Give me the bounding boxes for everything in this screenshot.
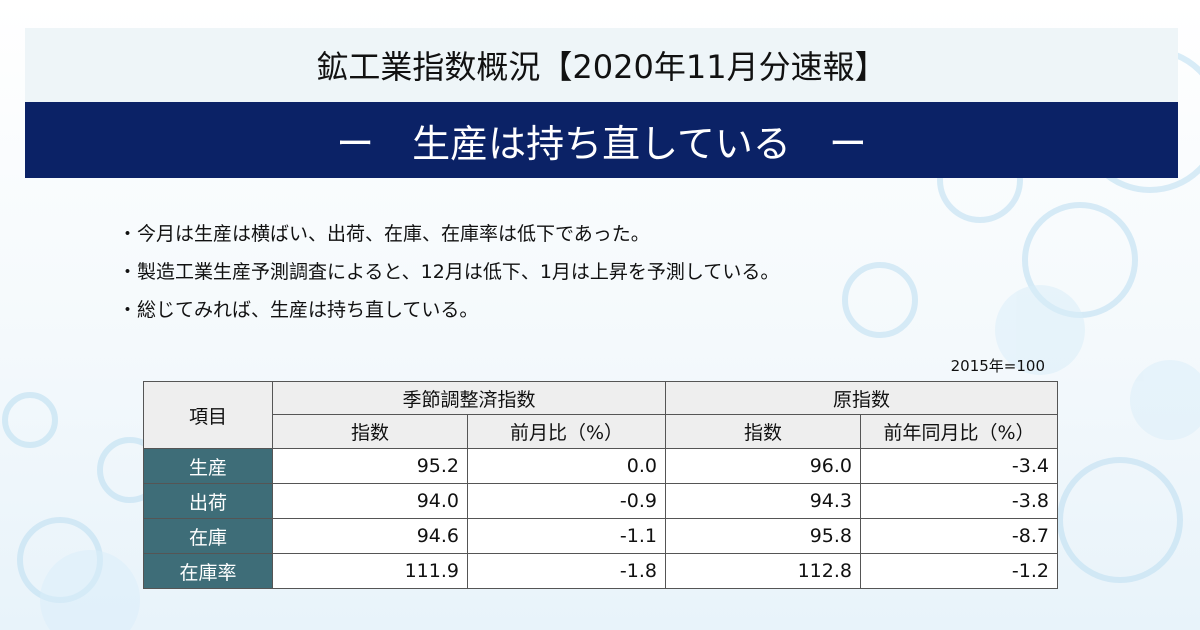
- column-header: 前年同月比（%）: [860, 414, 1058, 449]
- table-row: 在庫率 111.9 -1.8 112.8 -1.2: [143, 553, 1058, 589]
- title: 鉱工業指数概況【2020年11月分速報】: [25, 28, 1178, 102]
- table-note: 2015年=100: [950, 357, 1045, 375]
- column-header: 前月比（%）: [467, 414, 666, 449]
- row-label: 生産: [143, 448, 273, 484]
- table-row: 項目 季節調整済指数 原指数: [143, 381, 1058, 449]
- corner-header: 項目: [143, 381, 273, 449]
- row-label: 在庫率: [143, 553, 273, 589]
- group-header: 季節調整済指数: [272, 381, 666, 415]
- table-row: 在庫 94.6 -1.1 95.8 -8.7: [143, 518, 1058, 554]
- value-cell: -3.4: [860, 448, 1058, 484]
- value-cell: 111.9: [272, 553, 468, 589]
- row-label: 出荷: [143, 483, 273, 519]
- group-header: 原指数: [665, 381, 1058, 415]
- bullet: ・総じてみれば、生産は持ち直している。: [118, 299, 479, 321]
- value-cell: -0.9: [467, 483, 666, 519]
- value-cell: -3.8: [860, 483, 1058, 519]
- value-cell: -8.7: [860, 518, 1058, 554]
- index-table: 項目 季節調整済指数 原指数 指数 前月比（%） 指数 前年同月比（%） 生産 95.2 0.0 9…: [143, 381, 1058, 589]
- value-cell: 95.8: [665, 518, 861, 554]
- table-row: 出荷 94.0 -0.9 94.3 -3.8: [143, 483, 1058, 519]
- value-cell: 95.2: [272, 448, 468, 484]
- value-cell: -1.2: [860, 553, 1058, 589]
- column-header: 指数: [272, 414, 468, 449]
- row-label: 在庫: [143, 518, 273, 554]
- column-header: 指数: [665, 414, 861, 449]
- value-cell: -1.8: [467, 553, 666, 589]
- subtitle: ー 生産は持ち直している ー: [25, 102, 1178, 178]
- value-cell: 94.0: [272, 483, 468, 519]
- table-row: 指数 前月比（%） 指数 前年同月比（%）: [144, 414, 1058, 449]
- table-row: 生産 95.2 0.0 96.0 -3.4: [143, 448, 1058, 484]
- value-cell: 96.0: [665, 448, 861, 484]
- value-cell: -1.1: [467, 518, 666, 554]
- value-cell: 94.3: [665, 483, 861, 519]
- bullet: ・製造工業生産予測調査によると、12月は低下、1月は上昇を予測している。: [118, 261, 780, 283]
- bullet: ・今月は生産は横ばい、出荷、在庫、在庫率は低下であった。: [118, 223, 650, 245]
- value-cell: 112.8: [665, 553, 861, 589]
- value-cell: 94.6: [272, 518, 468, 554]
- value-cell: 0.0: [467, 448, 666, 484]
